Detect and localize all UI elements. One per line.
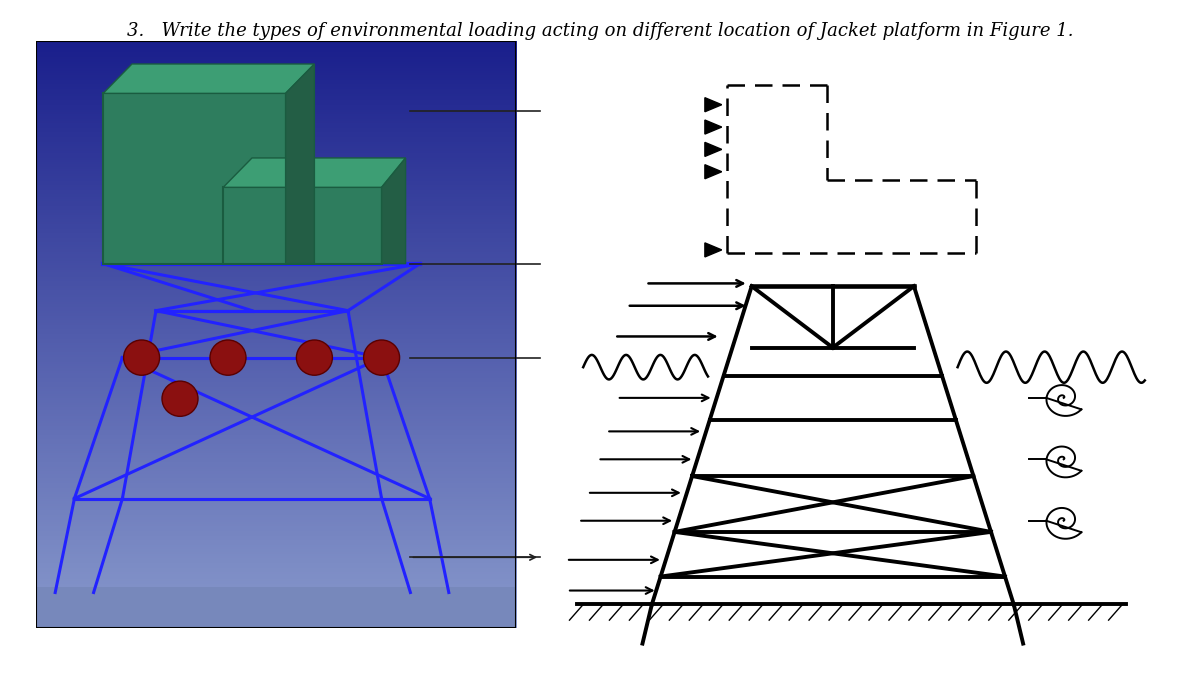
- Polygon shape: [704, 142, 721, 157]
- Polygon shape: [382, 158, 406, 264]
- Polygon shape: [223, 158, 406, 188]
- Ellipse shape: [162, 381, 198, 416]
- Polygon shape: [704, 165, 721, 179]
- Bar: [36, 587, 516, 628]
- Ellipse shape: [364, 340, 400, 375]
- Ellipse shape: [210, 340, 246, 375]
- Polygon shape: [223, 188, 382, 264]
- Polygon shape: [704, 120, 721, 134]
- Ellipse shape: [296, 340, 332, 375]
- Polygon shape: [103, 64, 314, 93]
- Polygon shape: [286, 64, 314, 264]
- Polygon shape: [704, 98, 721, 112]
- Polygon shape: [704, 243, 721, 257]
- Ellipse shape: [124, 340, 160, 375]
- Polygon shape: [103, 93, 286, 264]
- Text: 3.   Write the types of environmental loading acting on different location of Ja: 3. Write the types of environmental load…: [127, 22, 1073, 40]
